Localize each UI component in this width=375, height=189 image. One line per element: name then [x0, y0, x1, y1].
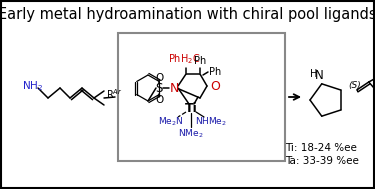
Text: Early metal hydroamination with chiral pool ligands: Early metal hydroamination with chiral p… — [0, 6, 375, 22]
Text: S: S — [155, 83, 163, 95]
Text: Ph: Ph — [209, 67, 221, 77]
Text: (S): (S) — [349, 81, 361, 90]
Text: NHMe$_2$: NHMe$_2$ — [195, 116, 227, 128]
Text: Ph: Ph — [194, 56, 206, 66]
Text: R$^{Ar}$: R$^{Ar}$ — [106, 88, 123, 101]
Text: O: O — [210, 80, 220, 92]
Text: NH$_2$: NH$_2$ — [22, 79, 43, 93]
Text: O: O — [155, 73, 163, 83]
Text: Ti: 18-24 %ee: Ti: 18-24 %ee — [285, 143, 357, 153]
Text: O: O — [155, 95, 163, 105]
Bar — [118, 33, 285, 161]
Text: N: N — [315, 69, 324, 82]
Text: H: H — [310, 69, 317, 79]
Text: NMe$_2$: NMe$_2$ — [178, 128, 204, 140]
Text: PhH$_2$C: PhH$_2$C — [168, 52, 200, 66]
Text: Me$_2$N: Me$_2$N — [158, 116, 184, 128]
Text: N: N — [170, 81, 178, 94]
Text: Ti: Ti — [184, 101, 197, 115]
Text: Ta: 33-39 %ee: Ta: 33-39 %ee — [285, 156, 359, 166]
